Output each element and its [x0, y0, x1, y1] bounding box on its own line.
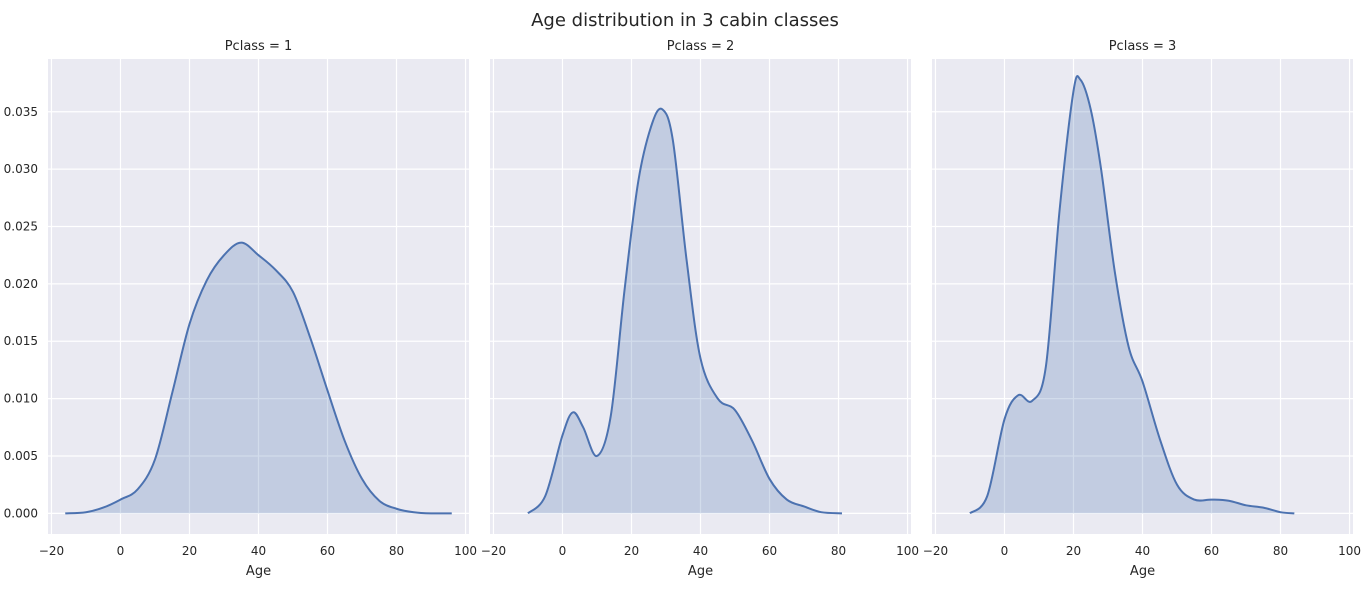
x-tick-label: −20 — [923, 544, 948, 558]
panel-title: Pclass = 2 — [667, 39, 735, 54]
panel-1: −20 0 20 40 60 80 100 0.000 0.005 0.010 0.015 0.020… — [4, 39, 477, 579]
panel-3: −20 0 20 40 60 80 100 Age Pclass = 3 — [923, 39, 1361, 579]
x-tick-label: −20 — [39, 544, 64, 558]
x-tick-label: 20 — [1066, 544, 1081, 558]
x-tick-label: 0 — [117, 544, 125, 558]
density-area — [527, 108, 842, 514]
y-tick-label: 0.015 — [4, 334, 38, 348]
x-axis-label: Age — [688, 564, 713, 579]
x-tick-label: 80 — [389, 544, 404, 558]
x-tick-label: −20 — [481, 544, 506, 558]
density-area — [65, 242, 452, 514]
x-tick-label: 100 — [896, 544, 919, 558]
x-tick-label: 100 — [454, 544, 477, 558]
density-area — [969, 76, 1295, 514]
x-tick-label: 0 — [559, 544, 567, 558]
x-tick-label: 80 — [1273, 544, 1288, 558]
x-axis-label: Age — [1130, 564, 1155, 579]
panel-2: −20 0 20 40 60 80 100 Age Pclass = 2 — [481, 39, 919, 579]
density-line — [527, 107, 843, 515]
x-tick-label: 40 — [251, 544, 266, 558]
y-tick-label: 0.020 — [4, 277, 38, 291]
x-tick-label: 60 — [320, 544, 335, 558]
density-line — [65, 241, 452, 515]
x-tick-label: 40 — [693, 544, 708, 558]
y-tick-label: 0.030 — [4, 162, 38, 176]
x-tick-label: 20 — [624, 544, 639, 558]
x-tick-label: 80 — [831, 544, 846, 558]
panel-title: Pclass = 1 — [225, 39, 293, 54]
y-tick-label: 0.025 — [4, 220, 38, 234]
x-tick-label: 60 — [762, 544, 777, 558]
y-tick-label: 0.010 — [4, 392, 38, 406]
figure-title: Age distribution in 3 cabin classes — [531, 10, 839, 31]
x-tick-label: 60 — [1204, 544, 1219, 558]
x-tick-label: 20 — [182, 544, 197, 558]
x-tick-label: 100 — [1338, 544, 1361, 558]
x-tick-label: 40 — [1135, 544, 1150, 558]
y-tick-label: 0.005 — [4, 449, 38, 463]
density-line — [969, 75, 1295, 515]
y-tick-label: 0.035 — [4, 105, 38, 119]
panel-title: Pclass = 3 — [1109, 39, 1177, 54]
y-tick-label: 0.000 — [4, 506, 38, 520]
x-axis-label: Age — [246, 564, 271, 579]
x-tick-label: 0 — [1001, 544, 1009, 558]
facet-grid: −20 0 20 40 60 80 100 0.000 0.005 0.010 0.015 0.020… — [4, 39, 1361, 579]
